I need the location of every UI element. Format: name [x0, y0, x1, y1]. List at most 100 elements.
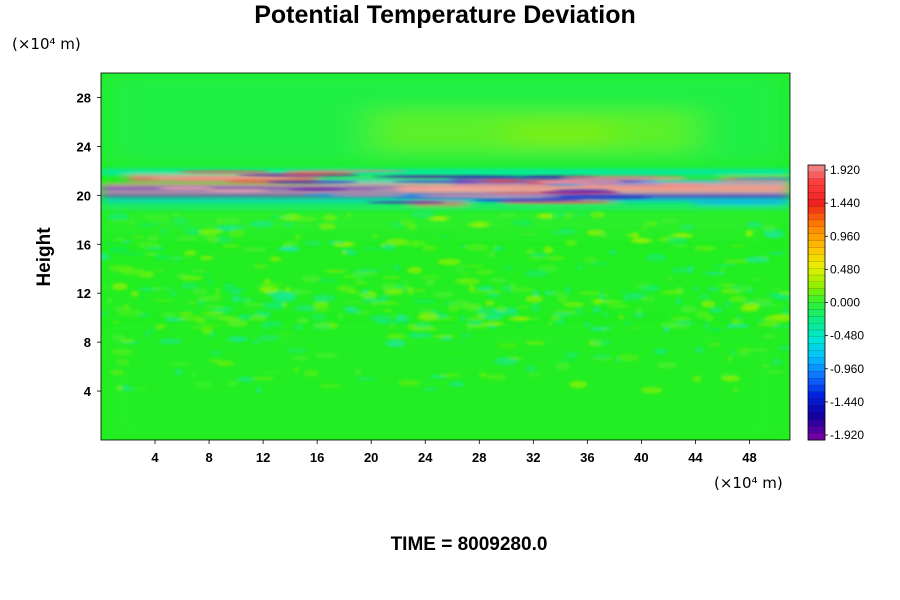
anomaly-speckle	[750, 277, 761, 282]
anomaly-speckle	[261, 320, 284, 328]
anomaly-speckle	[759, 303, 785, 307]
anomaly-speckle	[459, 245, 466, 248]
x-tick-label: 40	[634, 450, 648, 465]
anomaly-speckle	[495, 306, 507, 312]
anomaly-speckle	[546, 290, 563, 296]
anomaly-speckle	[215, 287, 221, 295]
anomaly-speckle	[641, 296, 656, 302]
anomaly-speckle	[602, 328, 608, 331]
anomaly-speckle	[608, 250, 618, 255]
anomaly-speckle	[314, 353, 338, 358]
anomaly-speckle	[407, 287, 415, 295]
anomaly-speckle	[695, 310, 710, 319]
anomaly-speckle	[776, 345, 790, 351]
colorbar-swatch	[808, 309, 825, 317]
anomaly-band	[101, 190, 790, 195]
anomaly-speckle	[765, 370, 788, 374]
anomaly-speckle	[312, 322, 332, 330]
anomaly-speckle	[599, 293, 605, 300]
anomaly-speckle	[469, 221, 493, 224]
y-tick-label: 24	[77, 139, 92, 154]
anomaly-speckle	[544, 256, 566, 261]
anomaly-speckle	[230, 319, 247, 327]
anomaly-band	[411, 201, 466, 207]
anomaly-speckle	[723, 301, 733, 308]
x-tick-label: 28	[472, 450, 486, 465]
anomaly-speckle	[260, 371, 282, 375]
anomaly-speckle	[604, 311, 610, 317]
anomaly-speckle	[312, 301, 329, 309]
anomaly-speckle	[736, 318, 744, 325]
anomaly-streak	[286, 188, 348, 191]
anomaly-streak	[621, 183, 708, 188]
anomaly-speckle	[453, 266, 466, 272]
anomaly-speckle	[728, 324, 734, 329]
anomaly-band	[101, 198, 790, 204]
anomaly-speckle	[524, 364, 538, 373]
colorbar-swatch	[808, 261, 825, 269]
anomaly-speckle	[693, 245, 717, 252]
anomaly-speckle	[424, 279, 437, 286]
anomaly-speckle	[708, 287, 720, 291]
anomaly-speckle	[686, 265, 694, 274]
anomaly-speckle	[174, 368, 184, 376]
anomaly-speckle	[497, 212, 519, 219]
anomaly-speckle	[184, 228, 202, 235]
anomaly-speckle	[199, 255, 214, 260]
anomaly-speckle	[152, 254, 162, 257]
anomaly-speckle	[533, 290, 539, 298]
anomaly-speckle	[641, 386, 663, 394]
colorbar-swatch	[808, 268, 825, 276]
anomaly-speckle	[303, 240, 322, 246]
anomaly-speckle	[282, 241, 296, 244]
colorbar-swatch	[808, 412, 825, 420]
anomaly-region	[101, 210, 790, 233]
anomaly-speckle	[467, 316, 485, 322]
anomaly-speckle	[452, 278, 472, 282]
colorbar-swatch	[808, 171, 825, 180]
anomaly-speckle	[653, 348, 669, 355]
anomaly-speckle	[634, 326, 640, 330]
anomaly-speckle	[386, 333, 407, 339]
anomaly-speckle	[109, 370, 125, 376]
colorbar-swatch	[808, 247, 825, 255]
anomaly-speckle	[641, 224, 647, 233]
anomaly-speckle	[172, 217, 189, 224]
anomaly-speckle	[486, 373, 507, 380]
anomaly-speckle	[111, 282, 128, 291]
anomaly-speckle	[222, 286, 245, 294]
colorbar-swatch	[808, 316, 825, 324]
anomaly-speckle	[205, 305, 226, 309]
anomaly-speckle	[402, 240, 428, 247]
anomaly-speckle	[195, 317, 206, 324]
anomaly-speckle	[382, 309, 392, 312]
anomaly-speckle	[228, 229, 246, 238]
anomaly-region	[101, 329, 790, 440]
anomaly-speckle	[356, 276, 363, 283]
anomaly-speckle	[422, 245, 438, 252]
anomaly-speckle	[361, 298, 387, 303]
anomaly-speckle	[147, 287, 173, 290]
colorbar-swatch	[808, 178, 825, 187]
anomaly-speckle	[111, 320, 120, 324]
anomaly-speckle	[316, 279, 337, 282]
anomaly-speckle	[418, 275, 442, 280]
anomaly-speckle	[656, 362, 678, 369]
anomaly-speckle	[340, 285, 346, 293]
colorbar-swatch	[808, 405, 825, 413]
x-axis-unit: (×10⁴ m)	[714, 474, 783, 492]
anomaly-speckle	[269, 215, 294, 219]
anomaly-speckle	[121, 240, 132, 244]
anomaly-speckle	[442, 235, 449, 239]
anomaly-speckle	[481, 315, 504, 320]
anomaly-speckle	[138, 223, 158, 227]
colorbar-swatch	[808, 220, 825, 228]
anomaly-speckle	[692, 375, 702, 383]
anomaly-speckle	[433, 291, 454, 298]
anomaly-speckle	[563, 301, 585, 308]
anomaly-speckle	[184, 250, 197, 257]
colorbar-swatch	[808, 336, 825, 345]
colorbar-swatch	[808, 281, 825, 290]
anomaly-speckle	[196, 295, 219, 302]
